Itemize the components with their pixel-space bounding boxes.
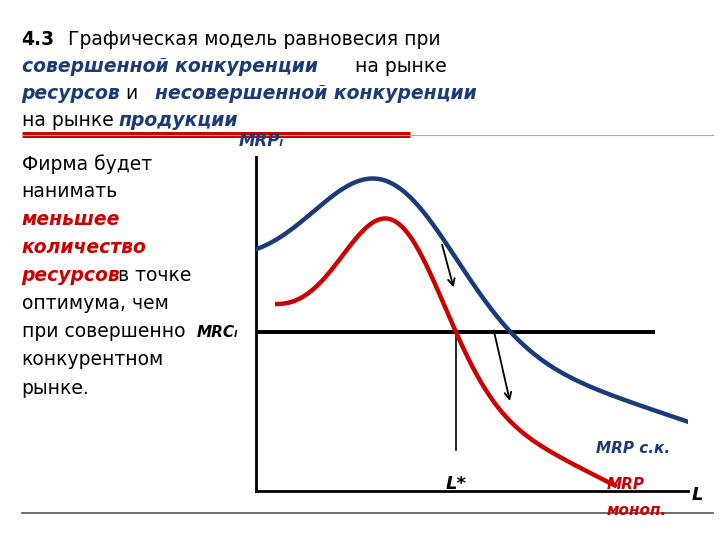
Text: Графическая модель равновесия при: Графическая модель равновесия при [68, 30, 441, 49]
Text: продукции: продукции [119, 111, 238, 130]
Text: на рынке: на рынке [349, 57, 447, 76]
Text: в точке: в точке [112, 266, 191, 285]
Text: моноп.: моноп. [606, 503, 667, 517]
Text: рынке.: рынке. [22, 379, 89, 397]
Text: 4.3: 4.3 [22, 30, 55, 49]
Text: L: L [692, 486, 703, 504]
Text: конкурентном: конкурентном [22, 350, 164, 369]
Text: L*: L* [446, 475, 467, 492]
Text: совершенной конкуренции: совершенной конкуренции [22, 57, 318, 76]
Text: меньшее: меньшее [22, 210, 120, 229]
Text: ресурсов: ресурсов [22, 84, 120, 103]
Text: оптимума, чем: оптимума, чем [22, 294, 168, 313]
Text: и: и [126, 84, 144, 103]
Text: MRP с.к.: MRP с.к. [596, 441, 670, 456]
Text: ресурсов: ресурсов [22, 266, 120, 285]
Text: Фирма будет: Фирма будет [22, 154, 152, 173]
Text: MRCₗ: MRCₗ [197, 325, 238, 340]
Text: несовершенной конкуренции: несовершенной конкуренции [155, 84, 477, 103]
Text: количество: количество [22, 238, 146, 257]
Text: MRPₗ: MRPₗ [238, 132, 284, 150]
Text: MRP: MRP [606, 477, 644, 492]
Text: при совершенно: при совершенно [22, 322, 185, 341]
Text: нанимать: нанимать [22, 182, 118, 201]
Text: на рынке: на рынке [22, 111, 113, 130]
